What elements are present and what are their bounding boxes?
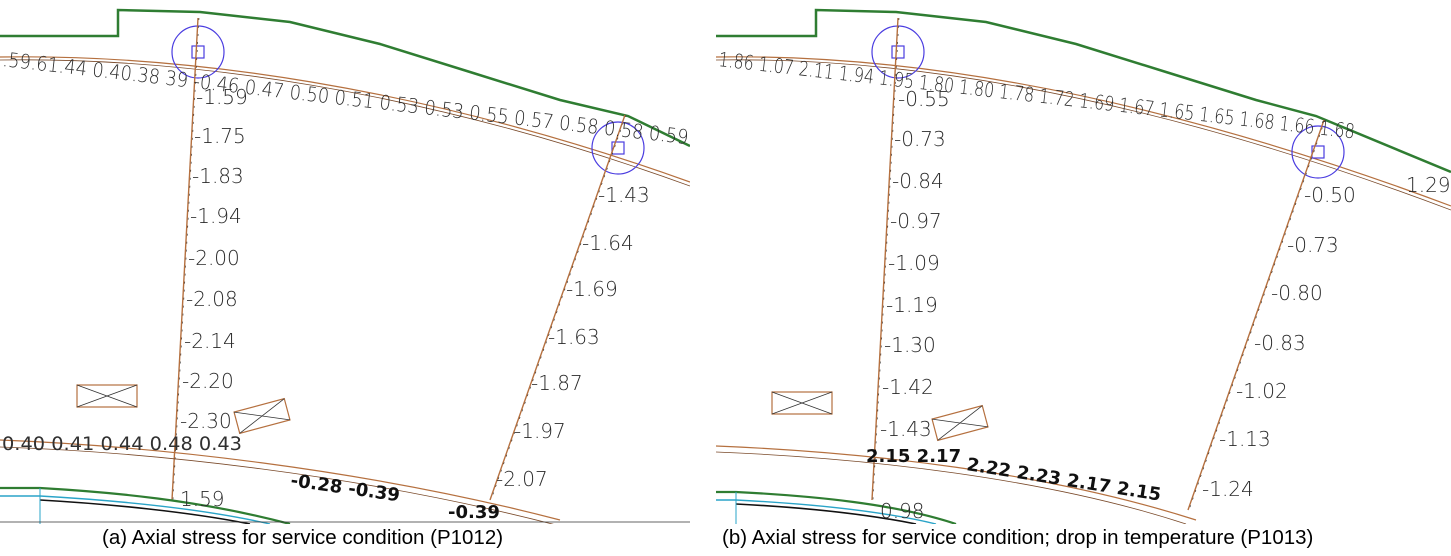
left-stress-label: -0.73 [894,127,946,151]
caption-panel-b: (b) Axial stress for service condition; … [722,526,1314,549]
bottom-clutter-bold-text: -0.39 [448,502,500,523]
right-stress-label: -1.02 [1236,379,1288,403]
right-stress-label: -0.50 [1304,183,1356,207]
left-stress-label: -2.00 [188,246,240,270]
top-right-tail-text: 1.29 [1406,173,1451,197]
support-marker-right [591,121,645,175]
left-stress-label: -0.55 [898,87,950,111]
left-stress-label: -2.08 [186,287,238,311]
left-member-line-dark [172,17,200,501]
support-marker-right [1291,125,1345,179]
bottom-clutter-bold-text: 2.15 2.17 [866,446,961,467]
bottom-left-stress-label: 0.98 [880,499,925,523]
right-stress-label: -1.97 [514,419,566,443]
left-stress-label: -1.30 [884,333,936,357]
right-member-line [489,114,626,501]
left-stress-label: -1.42 [882,375,934,399]
right-stress-label: -0.80 [1271,281,1323,305]
bottom-left-stress-label: 1.59 [180,487,225,511]
right-stress-label: -1.24 [1202,477,1254,501]
bottom-structure-inner-2 [39,499,251,524]
top-stress-text: 1.86 1.07 2.11 1.94 1.95 1.80 1.80 1.78 … [717,47,1356,143]
right-stress-label: -1.64 [582,231,634,255]
left-stress-label: -1.09 [888,251,940,275]
opening-box-left [76,384,138,408]
bottom-stress-arc-2 [0,446,554,524]
right-stress-label: -0.83 [1254,331,1306,355]
top-stress-arc-2 [0,59,690,187]
left-stress-label: -1.59 [196,85,248,109]
left-stress-label: -2.20 [182,369,234,393]
left-stress-column: -1.59 -1.75 -1.83 -1.94 -2.00 -2.08 -2.1… [180,85,248,433]
left-stress-label: -1.83 [192,164,244,188]
top-stress-arc [0,56,690,183]
bottom-structure-inner [0,495,271,524]
right-stress-label: -1.69 [566,277,618,301]
left-stress-label: -1.94 [190,204,242,228]
bottom-clutter-bold-text: 2.22 2.23 2.17 2.15 [965,454,1162,505]
right-stress-label: -1.63 [548,325,600,349]
bottom-structure-inner [716,499,937,524]
bottom-stress-arc [0,439,561,521]
right-stress-label: -0.73 [1287,233,1339,257]
panel-a-svg: .59.61.44 0.40.38 39 -0.46 0.47 0.50 0.5… [0,8,690,524]
opening-box-right [931,404,989,442]
left-stress-label: -1.43 [880,417,932,441]
right-stress-label: -1.87 [531,371,583,395]
left-stress-column: -0.55 -0.73 -0.84 -0.97 -1.09 -1.19 -1.3… [880,87,950,441]
slab-outline [0,8,690,148]
right-member-line [1187,119,1325,511]
bottom-structure-inner-2 [735,503,917,524]
left-stress-label: -0.84 [892,169,944,193]
left-member-line [171,17,199,501]
panel-b-diagram: 1.86 1.07 2.11 1.94 1.95 1.80 1.80 1.78 … [716,0,1451,524]
left-member-line [871,17,899,501]
top-stress-text: .59.61.44 0.40.38 39 -0.46 0.47 0.50 0.5… [1,47,689,149]
top-stress-arc-2 [716,59,1451,211]
top-stress-arc [716,56,1451,207]
right-stress-column: -1.43 -1.64 -1.69 -1.63 -1.87 -1.97 -2.0… [496,183,650,491]
left-stress-label: -2.14 [184,329,236,353]
panel-b-svg: 1.86 1.07 2.11 1.94 1.95 1.80 1.80 1.78 … [716,8,1451,524]
caption-panel-a: (a) Axial stress for service condition (… [102,526,504,549]
bottom-stress-arc [716,445,1197,521]
left-stress-label: -1.19 [886,293,938,317]
bottom-stress-arc-2 [716,451,1187,524]
right-stress-label: -1.13 [1219,427,1271,451]
left-stress-label: -0.97 [890,209,942,233]
bottom-structure-outline [0,486,291,524]
panel-a-diagram: .59.61.44 0.40.38 39 -0.46 0.47 0.50 0.5… [0,0,690,524]
bottom-clutter-text: 0.40 0.41 0.44 0.48 0.43 [2,433,242,455]
opening-box-right [233,397,291,435]
slab-outline [716,8,1451,174]
opening-box-left [771,391,833,415]
bottom-structure-outline [716,490,957,524]
right-stress-label: -2.07 [496,467,548,491]
right-stress-label: -1.43 [598,183,650,207]
left-stress-label: -2.30 [180,409,232,433]
left-member-line-dark [872,17,900,501]
left-stress-label: -1.75 [194,124,246,148]
right-stress-column: -0.50 -0.73 -0.80 -0.83 -1.02 -1.13 -1.2… [1202,183,1356,501]
right-member-line-dark [1188,119,1326,511]
